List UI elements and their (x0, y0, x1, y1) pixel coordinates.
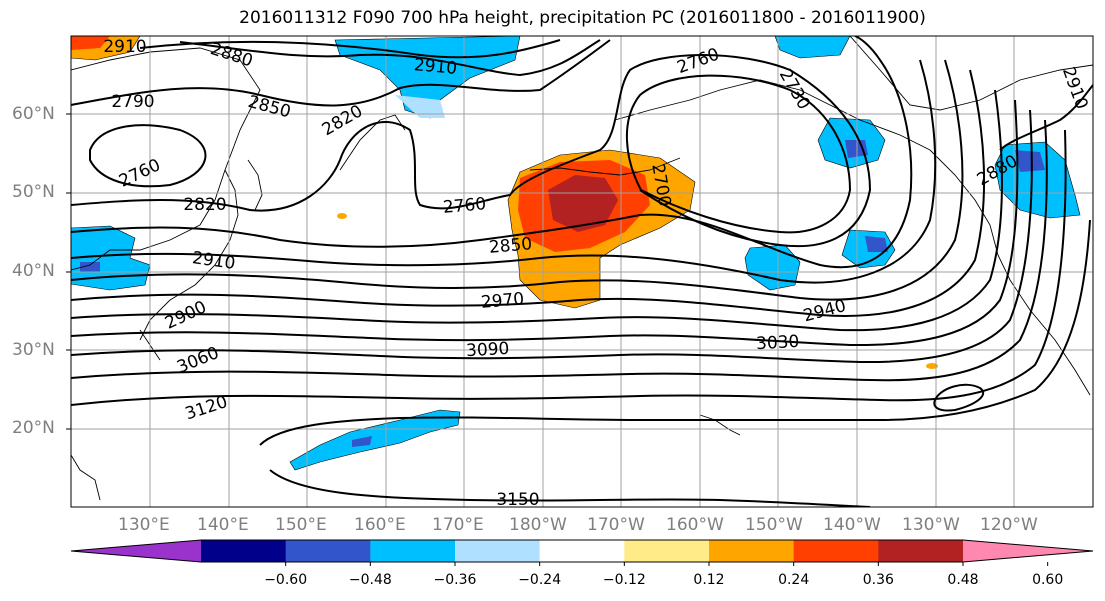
lon-label-130w: 130°W (902, 515, 960, 535)
colorbar-segment (539, 540, 625, 562)
colorbar-segment (285, 540, 371, 562)
colorbar-segment (878, 540, 964, 562)
lon-label-150e: 150°E (275, 515, 327, 535)
lon-label-140w: 140°W (823, 515, 881, 535)
precip-positive-shading (71, 36, 938, 369)
colorbar-extend-low (71, 540, 201, 562)
colorbar-tick-label: −0.24 (518, 572, 562, 588)
lat-label-20n: 20°N (12, 418, 55, 438)
colorbar-tick-label: −0.48 (348, 572, 392, 588)
map-title: 2016011312 F090 700 hPa height, precipit… (239, 8, 926, 28)
height-contours (71, 36, 1093, 507)
lon-label-130e: 130°E (118, 515, 170, 535)
lon-label-180w: 180°W (509, 515, 567, 535)
lat-label-60n: 60°N (12, 104, 55, 124)
colorbar-segment (793, 540, 879, 562)
graticule (71, 36, 1093, 507)
contour-label: 2790 (111, 92, 154, 112)
lon-label-170e: 170°E (432, 515, 484, 535)
precip-negative-shading (71, 36, 1081, 471)
colorbar-segment (455, 540, 541, 562)
lat-label-40n: 40°N (12, 261, 55, 281)
lon-label-160w: 160°W (666, 515, 724, 535)
lon-label-120w: 120°W (980, 515, 1038, 535)
lon-label-170w: 170°W (587, 515, 645, 535)
contour-label: 2850 (488, 234, 533, 258)
colorbar-segment (201, 540, 287, 562)
contour-label: 2820 (183, 195, 226, 215)
colorbar-tick-label: 0.36 (862, 572, 894, 588)
colorbar-tick-label: 0.60 (1032, 572, 1064, 588)
colorbar-tick-label: 0.48 (947, 572, 979, 588)
lon-label-160e: 160°E (354, 515, 406, 535)
colorbar-extend-high (963, 540, 1093, 562)
lon-label-150w: 150°W (745, 515, 803, 535)
contour-label: 3030 (756, 332, 800, 354)
contour-label: 3150 (496, 490, 539, 510)
lat-label-50n: 50°N (12, 182, 55, 202)
lat-label-30n: 30°N (12, 340, 55, 360)
contour-label: 2760 (442, 194, 487, 218)
colorbar-segment (709, 540, 795, 562)
contour-label: 3090 (466, 339, 510, 361)
colorbar-tick-label: −0.12 (602, 572, 646, 588)
contour-label: 2970 (480, 289, 525, 313)
colorbar-tick-label: 0.24 (778, 572, 810, 588)
contour-label: 2910 (103, 37, 146, 57)
axis-ticks (66, 113, 71, 430)
colorbar-tick-label: −0.60 (264, 572, 308, 588)
colorbar-tick-label: −0.36 (433, 572, 477, 588)
lon-label-140e: 140°E (197, 515, 249, 535)
colorbar (70, 539, 1094, 566)
colorbar-segment (370, 540, 456, 562)
contour-label: 2910 (413, 55, 458, 79)
colorbar-outline (70, 539, 1094, 563)
colorbar-segment (624, 540, 710, 562)
map-plot-area: 2910 2880 2910 2790 2850 2820 2760 2820 … (71, 36, 1093, 510)
colorbar-tick-label: 0.12 (693, 572, 725, 588)
